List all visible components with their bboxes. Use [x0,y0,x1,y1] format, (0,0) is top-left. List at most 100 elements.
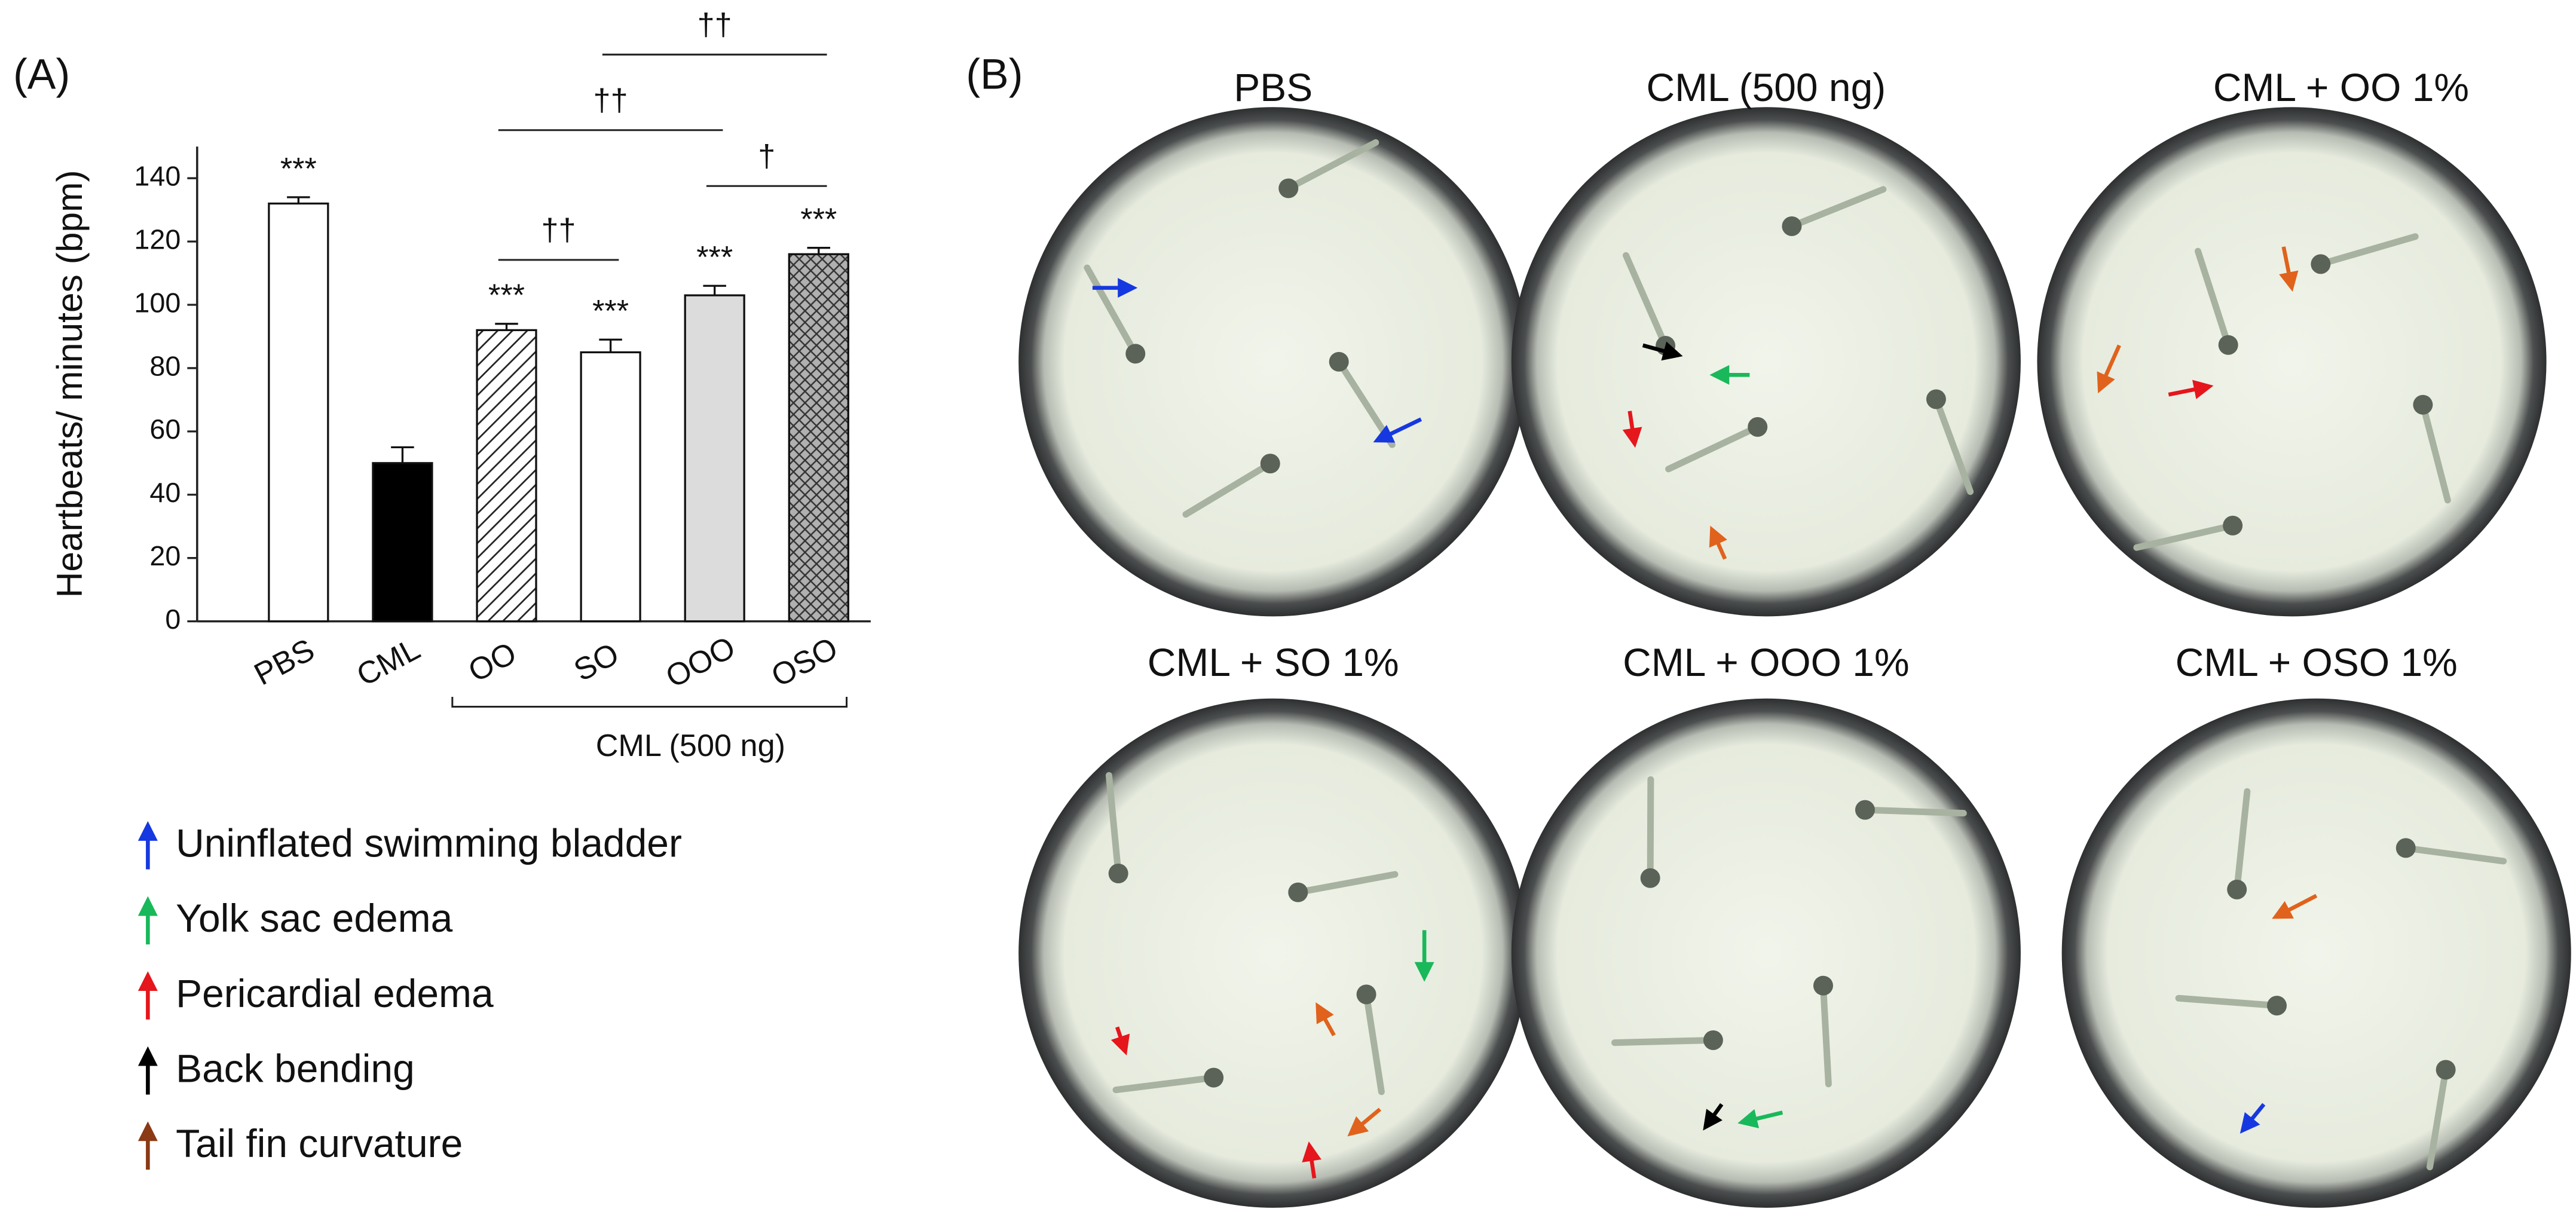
larva-head [1782,216,1802,236]
y-tick-label: 0 [165,604,180,635]
significance-label: *** [280,152,317,186]
y-tick-label: 120 [134,224,180,255]
indicator-arrow [1622,411,1642,448]
larva-head [1108,864,1128,884]
larva [2234,788,2251,893]
indicator-arrow [1315,1002,1336,1036]
x-tick-label: SO [568,636,625,688]
comparison-label: † [758,139,775,173]
indicator-arrow [1110,1026,1130,1056]
y-tick-label: 60 [149,414,180,445]
larva-head [1260,454,1280,474]
error-bar [703,284,726,296]
larva [1105,772,1122,877]
x-tick-label: CML [351,632,426,693]
group-label: CML (500 ng) [596,729,785,763]
photo-title: CML + SO 1% [1148,640,1399,684]
indicator-arrow [1373,417,1422,443]
legend-label: Pericardial edema [176,971,494,1015]
comparison-label: †† [697,7,732,42]
group-bracket [451,697,848,708]
indicator-arrow [2097,344,2121,394]
error-bar [287,196,310,204]
larva-head [2227,879,2247,899]
larva-head [1748,417,1768,437]
bar [684,294,745,623]
comparison-label: †† [593,83,628,118]
larva-head [1926,389,1946,409]
well-image [1018,107,1528,617]
bar [372,462,433,623]
legend-label: Yolk sac edema [176,896,453,940]
significance-label: *** [592,294,629,329]
larva [1622,252,1669,349]
larva-head [1640,868,1660,888]
larva-head [2267,996,2287,1016]
larva [1182,460,1274,518]
photo-title: CML + OSO 1% [2176,640,2458,684]
well-image [1511,107,2021,617]
x-tick-label: OO [463,636,522,689]
larva-head [2396,838,2416,858]
larva-head [2218,335,2238,355]
legend-label: Uninflated swimming bladder [176,821,682,865]
larva [2317,233,2419,268]
larva [1285,139,1379,192]
y-axis-label: Heartbeats/ minutes (bpm) [49,170,90,598]
significance-label: *** [488,279,525,313]
well-image [2061,698,2571,1208]
x-tick-label: OSO [766,631,843,694]
error-bar [391,446,414,463]
larva-head [1703,1030,1723,1050]
indicator-arrow [1737,1109,1783,1128]
larva [1611,1037,1717,1046]
y-tick-label: 40 [149,477,180,508]
larva-head [1855,800,1875,820]
error-bar [495,323,518,330]
indicator-arrow [1642,341,1683,361]
indicator-arrow [1347,1107,1382,1137]
larva [2402,844,2507,865]
y-tick-label: 80 [149,350,180,381]
larva-head [1813,975,1833,996]
larva [2175,994,2281,1009]
photo-title: PBS [1234,65,1313,109]
indicator-arrow [1703,1103,1724,1131]
well-image [2037,107,2547,617]
y-tick-label: 140 [134,161,180,192]
well-image [1018,698,1528,1208]
bar [268,202,329,623]
x-tick-label: OOO [660,630,741,694]
bar [788,253,849,623]
significance-label: *** [696,240,733,275]
larva [1665,423,1761,473]
indicator-arrow [2279,246,2299,292]
photo-title: CML + OO 1% [2213,65,2469,109]
larva [1363,991,1385,1095]
significance-label: *** [800,203,837,237]
indicator-arrow [1302,1141,1321,1179]
panel-label: (B) [966,51,1023,99]
panel-label: (A) [13,51,70,99]
x-tick-label: PBS [249,632,320,692]
photo-title: CML (500 ng) [1646,65,1886,109]
larva [2426,1066,2449,1171]
photo-panels: PBS CML (500 ng) CML + OO 1% CML + SO 1% CML… [1018,65,2571,1208]
larva-head [2436,1060,2456,1080]
larva-head [1125,344,1146,364]
error-bar [599,338,622,353]
larva [1819,982,1832,1088]
larva [2194,247,2232,348]
photo-title: CML + OOO 1% [1623,640,1910,684]
larva-head [2223,515,2243,535]
bar-chart: 0 20 40 60 80 100 120 140 Heartbeats/ minutes (b… [49,7,871,763]
larva-head [1329,351,1349,372]
larva-head [1288,882,1308,902]
larva [1861,806,1967,817]
larva [1084,264,1139,357]
indicator-arrow [1709,525,1727,560]
y-tick-label: 20 [149,540,180,571]
larva-head [1278,178,1299,198]
